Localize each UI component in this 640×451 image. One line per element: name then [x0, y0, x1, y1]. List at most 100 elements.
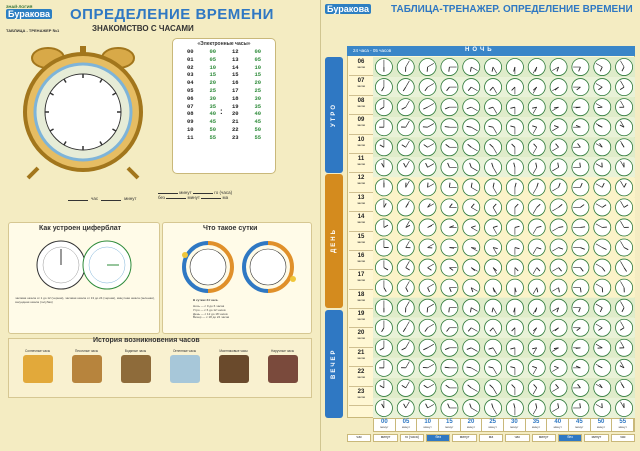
clock-face	[374, 238, 393, 257]
etable-cell: 16	[231, 79, 239, 87]
clock-face	[462, 258, 481, 277]
clock-face	[418, 58, 437, 76]
history-item-label: Огненные часы	[173, 349, 196, 353]
day-part-label: УТРО	[325, 57, 343, 173]
etable-cell: 10	[186, 125, 194, 133]
answer-footer-cell[interactable]: минут	[584, 434, 609, 442]
blank-1[interactable]	[158, 193, 178, 194]
etable-cell: 23	[231, 133, 239, 141]
answer-footer-cell[interactable]: минут	[452, 434, 477, 442]
minute-unit: минут	[596, 425, 606, 429]
hour-label: 13 часов	[349, 193, 373, 213]
clock-face	[549, 238, 568, 257]
hour-unit: часов	[356, 200, 366, 205]
hour-unit: часов	[356, 278, 366, 283]
hours-blank[interactable]	[68, 196, 88, 201]
blank-3[interactable]	[166, 198, 187, 199]
clock-face	[571, 218, 590, 237]
etable-cell: 21	[231, 118, 239, 126]
electronic-clock-table: «Электронные часы» 00 01 02 03 04 05 06 07 08 09 1…	[172, 38, 276, 174]
clock-face	[440, 298, 459, 317]
clock-face	[440, 198, 459, 217]
blank-4[interactable]	[201, 198, 222, 199]
hour-label: 21 часов	[349, 348, 373, 368]
clock-face	[549, 278, 568, 297]
etable-cell: 04	[186, 79, 194, 87]
etable-cell: 20	[254, 79, 262, 87]
answer-footer-cell[interactable]: без	[426, 434, 451, 442]
clock-face	[418, 258, 437, 277]
clock-face	[527, 258, 546, 277]
logo-subtitle: ЗНАЙ·ЛОГИЯ	[6, 4, 33, 9]
dial-diagram	[36, 240, 132, 290]
clock-tick	[49, 128, 54, 132]
clock-face	[374, 378, 393, 397]
clock-face	[593, 98, 612, 117]
minute-label: 10 минут	[417, 419, 440, 431]
etable-cell: 09	[186, 118, 194, 126]
history-item: Песочные часы	[67, 349, 107, 383]
answer-footer-cell[interactable]: минут	[531, 434, 556, 442]
answer-footer-cell[interactable]: без	[557, 434, 583, 442]
etable-minutes-col-2: 00 05 10 15 20 25 30 35 40 45 50 55	[254, 48, 262, 142]
minute-unit: минут	[553, 425, 562, 429]
clock-face	[505, 98, 524, 117]
answer-footer-cell[interactable]: го (часа)	[399, 434, 425, 442]
answer-footer-cell[interactable]: час	[347, 434, 372, 442]
minute-value: 25	[489, 419, 497, 425]
answer-footer-cell[interactable]: час	[610, 434, 635, 442]
clock-face	[396, 238, 415, 257]
grid-header-night: НОЧЬ	[465, 47, 495, 53]
clock-face	[549, 158, 568, 177]
clock-face	[549, 78, 568, 97]
clock-face	[484, 318, 503, 337]
hour-unit: часов	[356, 239, 366, 244]
minute-unit: минут	[575, 425, 584, 429]
blank-2[interactable]	[192, 193, 213, 194]
clock-face	[484, 178, 503, 197]
clock-face	[440, 178, 459, 197]
clock-face	[484, 118, 503, 137]
etable-cell: 30	[209, 94, 217, 102]
minute-value: 50	[597, 419, 605, 425]
hour-label: 10 часов	[349, 135, 373, 154]
hour-unit: часов	[356, 181, 366, 186]
hour-value: 18	[357, 291, 365, 298]
clock-face	[396, 399, 415, 417]
clock-face	[527, 358, 546, 377]
hour-label: 08 часов	[349, 96, 373, 116]
minute-labels: 00 минут 05 минут 10 минут 15 минут 20 минут 25 мин…	[373, 418, 635, 432]
history-item: Огненные часы	[165, 349, 205, 383]
hours-label: час	[91, 196, 99, 201]
clock-face	[593, 338, 612, 357]
clock-face	[396, 378, 415, 397]
hour-label: 14 часов	[349, 212, 373, 232]
history-item: Наручные часы	[263, 349, 303, 383]
clock-face	[484, 198, 503, 217]
clock-face	[527, 198, 546, 217]
clock-face	[571, 258, 590, 277]
clock-face	[505, 338, 524, 357]
answer-footer-cell[interactable]: минут	[373, 434, 398, 442]
clock-face	[418, 298, 437, 317]
clock-face	[571, 118, 590, 137]
clock-face	[527, 58, 546, 76]
clock-face	[593, 218, 612, 237]
hour-value: 20	[357, 330, 365, 337]
clock-face	[593, 138, 612, 157]
etable-title: «Электронные часы»	[197, 41, 251, 47]
clock-face	[549, 58, 568, 76]
minutes-blank[interactable]	[101, 196, 122, 201]
minute-value: 45	[576, 419, 583, 425]
clock-face	[571, 78, 590, 97]
answer-footer-cell[interactable]: ма	[478, 434, 504, 442]
etable-cell: 19	[231, 102, 239, 110]
answer-footer-cell[interactable]: час	[505, 434, 530, 442]
minute-label: 15 минут	[439, 419, 461, 431]
clock-face	[527, 278, 546, 297]
clock-face	[505, 238, 524, 257]
clock-face	[396, 358, 415, 377]
clock-face	[505, 318, 524, 337]
clock-face	[615, 358, 634, 377]
minutes-label-3: минут	[187, 195, 200, 200]
